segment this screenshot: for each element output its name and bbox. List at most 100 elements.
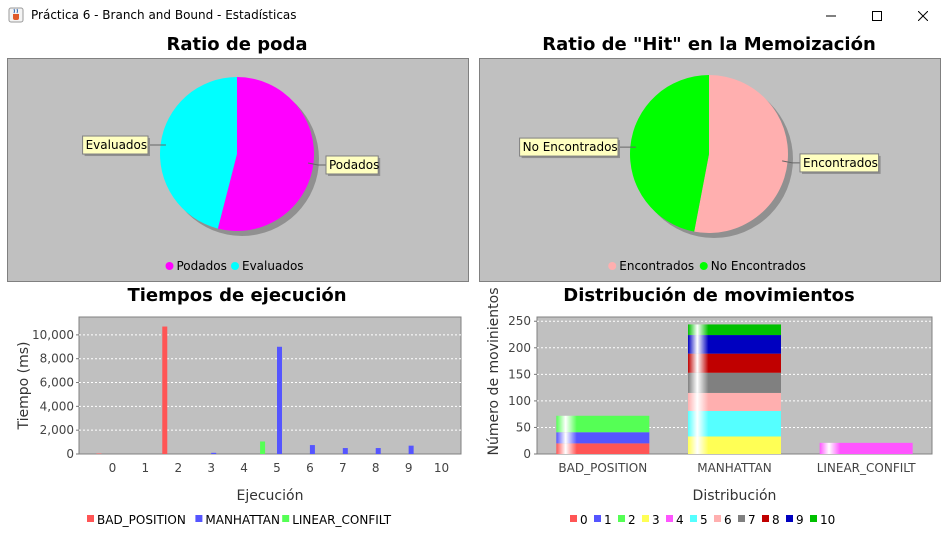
legend-swatch-4 xyxy=(666,515,673,522)
pie-label-box xyxy=(799,153,880,173)
bar-manhattan xyxy=(375,448,381,454)
bar-manhattan xyxy=(408,445,414,454)
legend-label: 9 xyxy=(796,513,804,527)
legend-swatch-7 xyxy=(738,515,745,522)
bar-manhattan xyxy=(342,448,348,454)
legend-label: 0 xyxy=(580,513,588,527)
legend-label: Podados xyxy=(177,259,227,273)
y-tick-label: 4,000 xyxy=(40,399,74,413)
legend-swatch-evaluados xyxy=(231,262,239,270)
x-tick-label: BAD_POSITION xyxy=(558,461,647,475)
legend-label: 6 xyxy=(724,513,732,527)
stack-segment-0 xyxy=(556,443,650,454)
window-titlebar: Práctica 6 - Branch and Bound - Estadíst… xyxy=(0,0,946,32)
charts-canvas: Podados Evaluados Podados Evaluados Encontra… xyxy=(7,58,941,527)
pie-slice-podados xyxy=(217,77,315,231)
x-tick-label: 2 xyxy=(174,461,182,475)
legend-swatch-1 xyxy=(594,515,601,522)
y-tick-label: 0 xyxy=(523,447,531,461)
bar-manhattan xyxy=(277,346,282,454)
legend-swatch-0 xyxy=(570,515,577,522)
x-tick-label: 1 xyxy=(142,461,150,475)
legend-label: Encontrados xyxy=(619,259,694,273)
pie-label-box xyxy=(519,137,619,157)
y-tick-label: 50 xyxy=(516,420,531,434)
x-tick-label: LINEAR_CONFILT xyxy=(817,461,917,475)
bar-manhattan xyxy=(211,452,217,454)
y-tick-label: 10,000 xyxy=(32,328,74,342)
legend-label: BAD_POSITION xyxy=(97,513,186,527)
legend-swatch-3 xyxy=(642,515,649,522)
pie-label: Evaluados xyxy=(86,138,148,152)
y-tick-label: 6,000 xyxy=(40,376,74,390)
legend-swatch-no-encontrados xyxy=(699,262,708,270)
legend-swatch-podados xyxy=(165,262,174,270)
y-tick-label: 0 xyxy=(66,447,74,461)
legend-label: 1 xyxy=(604,513,612,527)
y-tick-label: 8,000 xyxy=(40,352,74,366)
memo-chart-title: Ratio de "Hit" en la Memoización xyxy=(542,34,876,55)
stack-segment-1 xyxy=(556,432,650,444)
x-tick-label: 5 xyxy=(273,461,281,475)
close-button[interactable] xyxy=(900,0,946,31)
legend-label: Evaluados xyxy=(242,259,304,273)
legend-label: No Encontrados xyxy=(711,259,806,273)
legend-label: 5 xyxy=(700,513,708,527)
pie-label: Podados xyxy=(329,158,379,172)
maximize-button[interactable] xyxy=(854,0,900,31)
x-tick-label: 0 xyxy=(109,461,117,475)
x-tick-label: 8 xyxy=(372,461,380,475)
window-title: Práctica 6 - Branch and Bound - Estadíst… xyxy=(31,8,297,22)
stack-segment-5 xyxy=(688,410,781,437)
stats-window-content: Ratio de poda Ratio de "Hit" en la Memoi… xyxy=(0,31,946,533)
legend-label: 4 xyxy=(676,513,684,527)
minimize-icon xyxy=(826,15,836,16)
stack-segment-8 xyxy=(688,353,781,373)
pie-label: No Encontrados xyxy=(523,140,618,154)
minimize-button[interactable] xyxy=(808,0,854,31)
maximize-icon xyxy=(872,10,882,21)
legend-label: LINEAR_CONFILT xyxy=(292,513,392,527)
stack-segment-4 xyxy=(819,442,913,454)
pie-label: Encontrados xyxy=(803,156,878,170)
moves-chart-title: Distribución de movimientos xyxy=(563,285,855,306)
stack-segment-7 xyxy=(688,372,781,393)
bar-manhattan xyxy=(309,445,315,454)
legend-label: 2 xyxy=(628,513,636,527)
legend-swatch-6 xyxy=(714,515,721,522)
pruning-chart-title: Ratio de poda xyxy=(166,34,308,55)
y-axis-label: Número de movinientos xyxy=(486,288,502,456)
legend-swatch-10 xyxy=(810,515,817,522)
legend-swatch-5 xyxy=(690,515,697,522)
stack-segment-6 xyxy=(688,392,781,411)
legend-label: 8 xyxy=(772,513,780,527)
pie-slice-no-encontrados xyxy=(629,75,709,232)
y-tick-label: 150 xyxy=(508,367,531,381)
time-plot-area xyxy=(78,316,462,455)
close-icon xyxy=(918,10,928,21)
legend-label: 7 xyxy=(748,513,756,527)
x-tick-label: 7 xyxy=(339,461,347,475)
time-chart-title: Tiempos de ejecución xyxy=(127,285,347,306)
legend-swatch-8 xyxy=(762,515,769,522)
x-tick-label: MANHATTAN xyxy=(697,461,772,475)
x-axis-label: Distribución xyxy=(693,488,777,504)
y-tick-label: 100 xyxy=(508,394,531,408)
legend-swatch-2 xyxy=(618,515,625,522)
pie-label-box xyxy=(325,155,379,175)
legend-swatch-bad_position xyxy=(87,515,94,522)
legend-swatch-9 xyxy=(786,515,793,522)
pie-slice-evaluados xyxy=(159,77,237,229)
pie-label-box xyxy=(82,135,149,155)
y-tick-label: 2,000 xyxy=(40,423,74,437)
stack-segment-2 xyxy=(556,415,650,433)
pie-label-link xyxy=(782,160,800,164)
legend-label: 3 xyxy=(652,513,660,527)
legend-label: MANHATTAN xyxy=(205,513,280,527)
legend-swatch-linear_confilt xyxy=(282,515,290,522)
stack-segment-9 xyxy=(688,335,781,354)
x-tick-label: 3 xyxy=(207,461,215,475)
bar-linear_confilt xyxy=(260,441,266,454)
pie-slice-encontrados xyxy=(694,75,788,233)
stack-segment-10 xyxy=(688,324,781,336)
